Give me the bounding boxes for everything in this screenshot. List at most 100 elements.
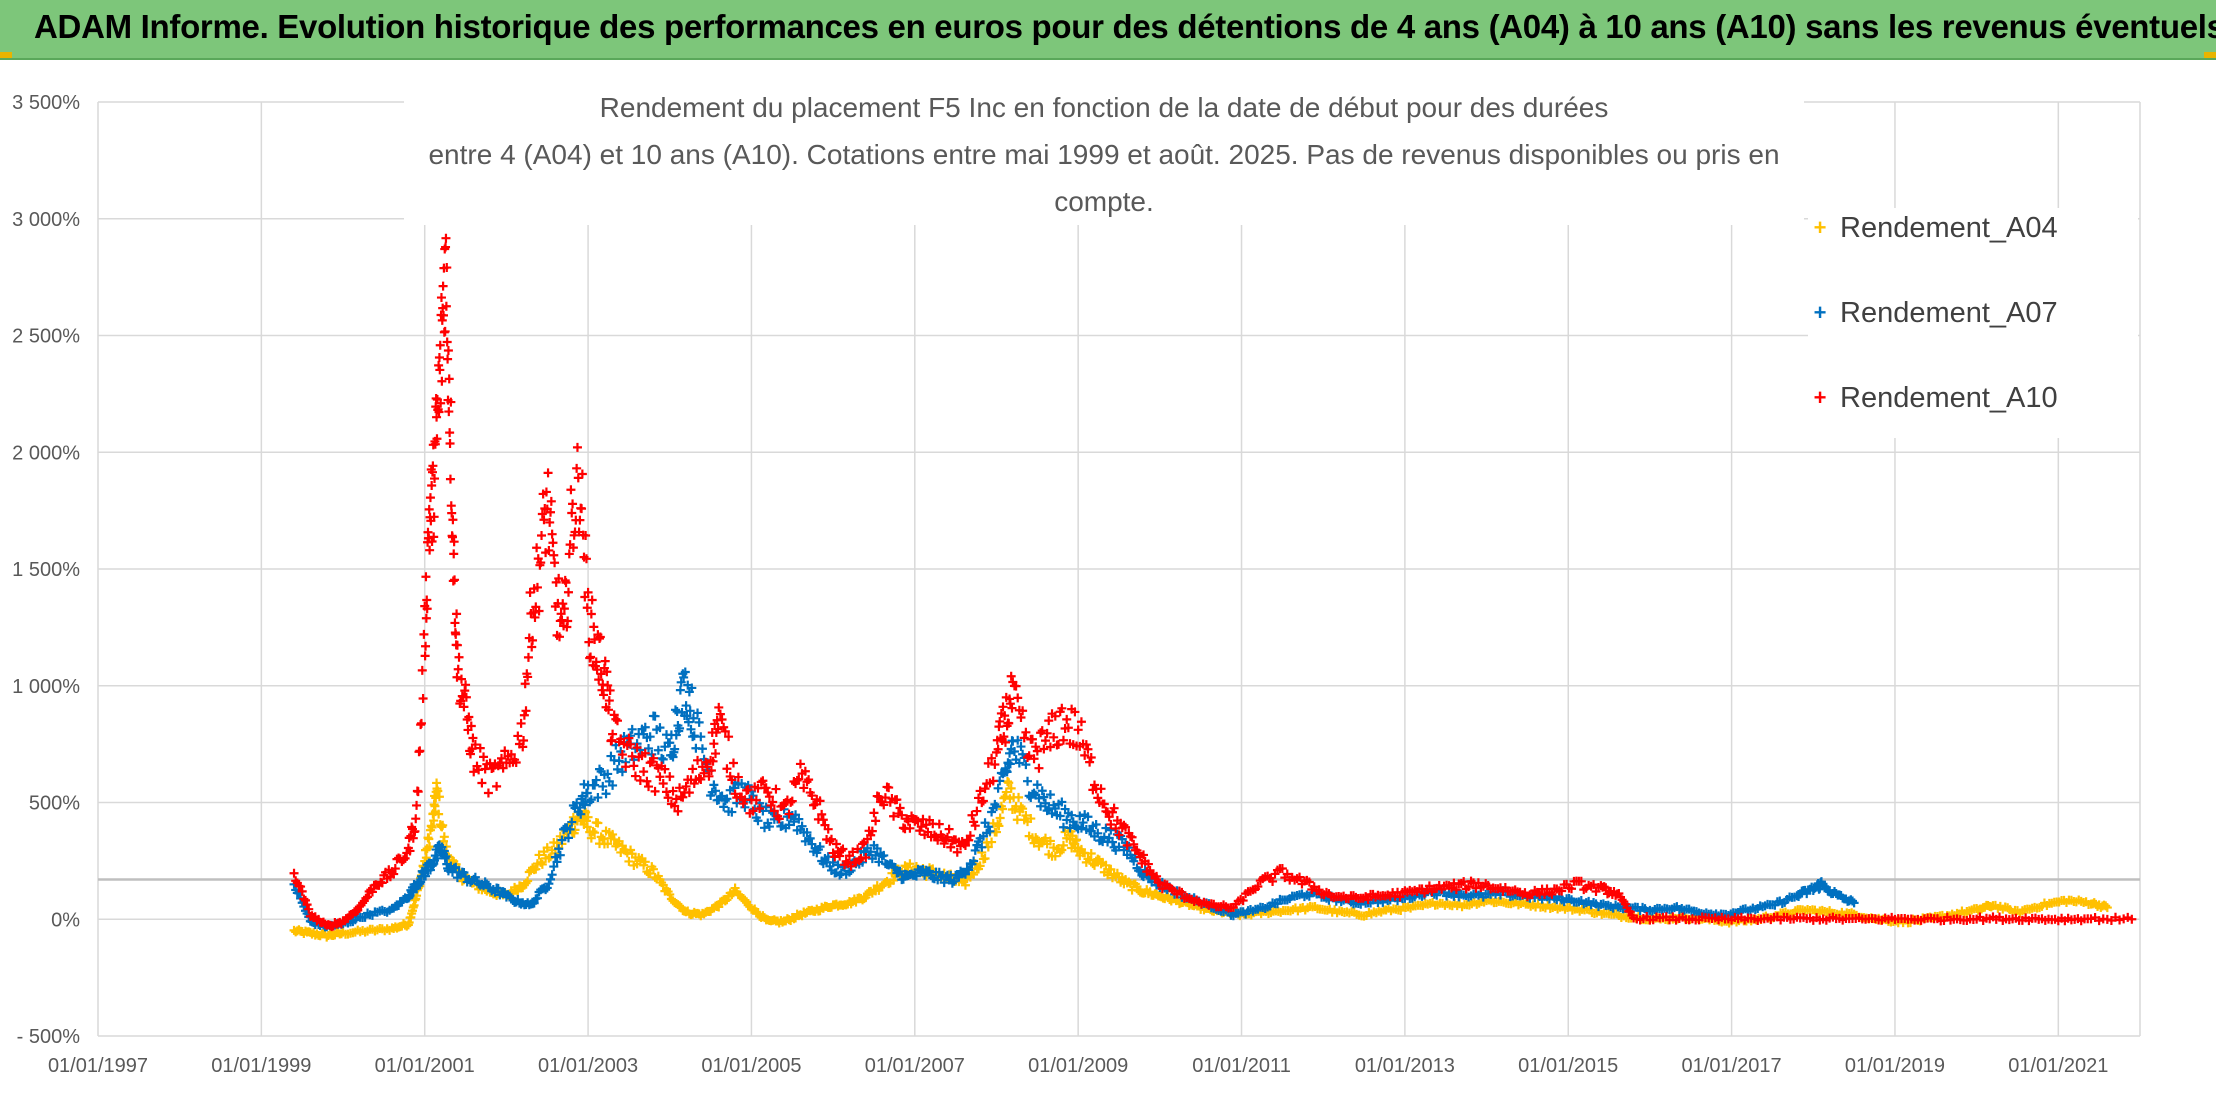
point-rendement-a10 (541, 487, 551, 497)
chart-title: Rendement du placement F5 Inc en fonctio… (404, 84, 1804, 225)
point-rendement-a10 (400, 853, 410, 863)
point-rendement-a10 (427, 480, 437, 490)
point-rendement-a10 (848, 847, 858, 857)
point-rendement-a10 (612, 716, 622, 726)
point-rendement-a10 (1599, 882, 1609, 892)
point-rendement-a10 (660, 764, 670, 774)
point-rendement-a10 (452, 609, 462, 619)
point-rendement-a10 (964, 835, 974, 845)
x-tick-label: 01/01/2005 (701, 1055, 801, 1077)
point-rendement-a07 (601, 789, 611, 799)
point-rendement-a07 (1076, 823, 1086, 833)
point-rendement-a10 (975, 786, 985, 796)
point-rendement-a07 (991, 802, 1001, 812)
point-rendement-a10 (539, 515, 549, 525)
point-rendement-a10 (1024, 751, 1034, 761)
point-rendement-a07 (1002, 767, 1012, 777)
point-rendement-a10 (483, 788, 493, 798)
point-rendement-a10 (1019, 733, 1029, 743)
point-rendement-a10 (422, 604, 432, 614)
point-rendement-a10 (905, 823, 915, 833)
point-rendement-a07 (650, 711, 660, 721)
point-rendement-a04 (640, 857, 650, 867)
point-rendement-a07 (1072, 822, 1082, 832)
x-tick-label: 01/01/2013 (1355, 1055, 1455, 1077)
point-rendement-a07 (925, 866, 935, 876)
point-rendement-a10 (668, 786, 678, 796)
y-tick-label: 0% (51, 909, 80, 931)
point-rendement-a10 (897, 810, 907, 820)
point-rendement-a10 (1000, 737, 1010, 747)
point-rendement-a07 (682, 711, 692, 721)
point-rendement-a10 (670, 801, 680, 811)
point-rendement-a10 (761, 783, 771, 793)
x-tick-label: 01/01/1997 (48, 1055, 148, 1077)
point-rendement-a10 (1143, 859, 1153, 869)
point-rendement-a10 (581, 531, 591, 541)
point-rendement-a10 (934, 819, 944, 829)
point-rendement-a10 (983, 758, 993, 768)
point-rendement-a10 (1127, 832, 1137, 842)
point-rendement-a10 (434, 360, 444, 370)
point-rendement-a10 (563, 616, 573, 626)
point-rendement-a10 (858, 839, 868, 849)
point-rendement-a10 (1073, 725, 1083, 735)
legend-item-a04: + Rendement_A04 (1808, 208, 2058, 248)
point-rendement-a10 (438, 281, 448, 291)
point-rendement-a10 (435, 340, 445, 350)
point-rendement-a10 (428, 461, 438, 471)
point-rendement-a10 (500, 746, 510, 756)
point-rendement-a07 (709, 780, 719, 790)
point-rendement-a10 (866, 830, 876, 840)
point-rendement-a10 (441, 242, 451, 252)
point-rendement-a07 (572, 798, 582, 808)
point-rendement-a04 (900, 861, 910, 871)
point-rendement-a10 (621, 762, 631, 772)
point-rendement-a04 (1001, 787, 1011, 797)
point-rendement-a04 (603, 839, 613, 849)
point-rendement-a04 (975, 861, 985, 871)
point-rendement-a10 (1007, 703, 1017, 713)
point-rendement-a07 (644, 743, 654, 753)
point-rendement-a10 (768, 797, 778, 807)
point-rendement-a04 (648, 864, 658, 874)
point-rendement-a10 (446, 397, 456, 407)
point-rendement-a07 (866, 847, 876, 857)
point-rendement-a07 (789, 817, 799, 827)
point-rendement-a10 (826, 834, 836, 844)
point-rendement-a04 (582, 822, 592, 832)
point-rendement-a10 (586, 652, 596, 662)
point-rendement-a10 (523, 672, 533, 682)
point-rendement-a10 (892, 795, 902, 805)
point-rendement-a04 (1045, 836, 1055, 846)
point-rendement-a10 (445, 474, 455, 484)
chart-title-line2: entre 4 (A04) et 10 ans (A10). Cotations… (428, 139, 1780, 217)
point-rendement-a10 (470, 740, 480, 750)
point-rendement-a10 (520, 679, 530, 689)
point-rendement-a10 (1238, 896, 1248, 906)
point-rendement-a10 (543, 468, 553, 478)
point-rendement-a07 (760, 823, 770, 833)
point-rendement-a10 (1029, 754, 1039, 764)
point-rendement-a10 (599, 690, 609, 700)
point-rendement-a10 (441, 301, 451, 311)
point-rendement-a10 (506, 749, 516, 759)
point-rendement-a10 (869, 808, 879, 818)
point-rendement-a10 (1268, 876, 1278, 886)
point-rendement-a10 (724, 732, 734, 742)
chart-legend: + Rendement_A04 + Rendement_A07 + Rendem… (1808, 208, 2138, 438)
point-rendement-a07 (1009, 747, 1019, 757)
point-rendement-a07 (441, 851, 451, 861)
point-rendement-a10 (547, 529, 557, 539)
point-rendement-a10 (728, 758, 738, 768)
point-rendement-a04 (586, 833, 596, 843)
point-rendement-a10 (1104, 812, 1114, 822)
point-rendement-a10 (722, 764, 732, 774)
point-rendement-a04 (596, 832, 606, 842)
point-rendement-a10 (990, 760, 1000, 770)
point-rendement-a10 (602, 667, 612, 677)
point-rendement-a07 (815, 842, 825, 852)
point-rendement-a10 (1006, 671, 1016, 681)
point-rendement-a10 (970, 821, 980, 831)
point-rendement-a04 (1014, 792, 1024, 802)
